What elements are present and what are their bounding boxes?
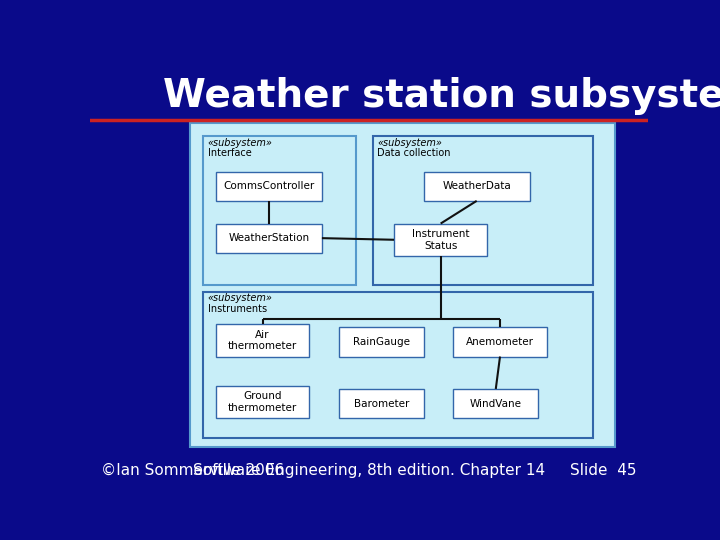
- Text: Air
thermometer: Air thermometer: [228, 329, 297, 351]
- FancyBboxPatch shape: [339, 389, 423, 418]
- Text: Ground
thermometer: Ground thermometer: [228, 391, 297, 413]
- FancyBboxPatch shape: [216, 324, 309, 356]
- Text: WeatherStation: WeatherStation: [228, 233, 310, 243]
- FancyBboxPatch shape: [394, 224, 487, 256]
- Text: RainGauge: RainGauge: [353, 337, 410, 347]
- FancyBboxPatch shape: [454, 389, 538, 418]
- Text: «subsystem»: «subsystem»: [207, 293, 272, 303]
- Text: Data collection: Data collection: [377, 148, 451, 158]
- Text: Slide  45: Slide 45: [570, 463, 637, 478]
- Text: Barometer: Barometer: [354, 399, 409, 409]
- FancyBboxPatch shape: [373, 136, 593, 285]
- Text: WeatherData: WeatherData: [442, 181, 511, 191]
- FancyBboxPatch shape: [454, 327, 546, 356]
- Text: ©Ian Sommerville 2006: ©Ian Sommerville 2006: [101, 463, 284, 478]
- FancyBboxPatch shape: [216, 386, 309, 418]
- Text: Interface: Interface: [207, 148, 251, 158]
- FancyBboxPatch shape: [216, 172, 322, 201]
- Text: Instruments: Instruments: [207, 304, 266, 314]
- Text: «subsystem»: «subsystem»: [377, 138, 442, 147]
- FancyBboxPatch shape: [203, 292, 593, 437]
- Text: Instrument
Status: Instrument Status: [412, 229, 469, 251]
- Text: WindVane: WindVane: [469, 399, 522, 409]
- Text: «subsystem»: «subsystem»: [207, 138, 272, 147]
- FancyBboxPatch shape: [423, 172, 530, 201]
- Text: Weather station subsystems: Weather station subsystems: [163, 77, 720, 115]
- Text: Anemometer: Anemometer: [466, 337, 534, 347]
- FancyBboxPatch shape: [203, 136, 356, 285]
- Text: Software Engineering, 8th edition. Chapter 14: Software Engineering, 8th edition. Chapt…: [193, 463, 545, 478]
- FancyBboxPatch shape: [216, 224, 322, 253]
- FancyBboxPatch shape: [190, 123, 615, 447]
- Text: CommsController: CommsController: [223, 181, 315, 191]
- FancyBboxPatch shape: [339, 327, 423, 356]
